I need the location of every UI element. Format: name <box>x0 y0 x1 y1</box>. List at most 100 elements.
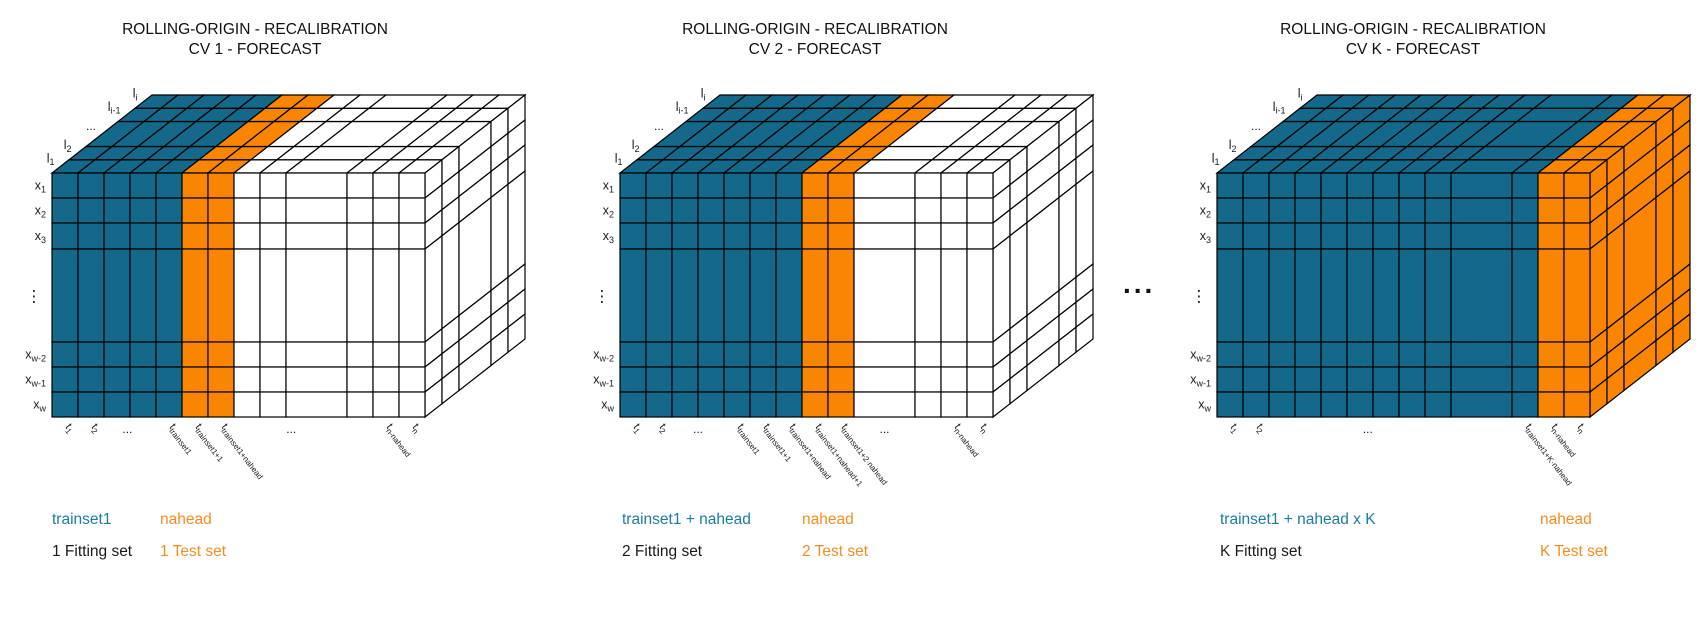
cube-front-face-cell <box>671 197 699 224</box>
cube-front-face-cell <box>1216 248 1244 343</box>
cube-front-face-cell <box>940 172 968 199</box>
cube-front-face-cell <box>1398 172 1426 199</box>
cube-front-face-cell <box>1242 366 1270 393</box>
cube-front-face-cell <box>103 222 131 250</box>
cube-front-face-cell <box>619 172 647 199</box>
time-label: t1 <box>61 421 77 436</box>
cube-front-face-cell <box>1346 172 1374 199</box>
cube-front-face-cell <box>853 366 916 393</box>
panel-title-line1: ROLLING-ORIGIN - RECALIBRATION <box>1280 21 1546 38</box>
cube-front-face-cell <box>853 222 916 250</box>
cube-front-face-cell <box>77 172 105 199</box>
cube-front-face-cell <box>645 366 673 393</box>
cube-front-face-cell <box>129 172 157 199</box>
depth-label-ellipsis: ... <box>1251 119 1261 133</box>
cube-front-face-cell <box>723 248 751 343</box>
cube-front-face-cell <box>1242 222 1270 250</box>
panel-title-line2: CV 2 - FORECAST <box>748 41 882 58</box>
cube-front-face-cell <box>775 341 803 368</box>
time-label-ellipsis: ... <box>879 422 889 436</box>
cube-front-face-cell <box>1216 391 1244 418</box>
cube-side-face-cell <box>441 221 460 330</box>
cube-front-face-cell <box>259 341 287 368</box>
cube-diagram-cv1: x1 x2 x3 ⋮ xw-2 xw-1 xw l1 l2... li-1 li t1 t2... ttr… <box>25 87 527 481</box>
cube-front-face-cell <box>285 391 348 418</box>
depth-label: li-1 <box>108 100 121 116</box>
depth-label: li-1 <box>1273 100 1286 116</box>
cube-front-face-cell <box>801 391 829 418</box>
cube-front-face-cell <box>1372 248 1400 343</box>
cube-front-face-cell <box>181 197 209 224</box>
cube-front-face-cell <box>1398 341 1426 368</box>
row-label: xw-2 <box>593 348 614 364</box>
cube-front-face-cell <box>1537 222 1565 250</box>
cube-front-face-cell <box>966 197 994 224</box>
cube-front-face-cell <box>1372 366 1400 393</box>
cube-front-face-cell <box>1450 172 1513 199</box>
cube-front-face-cell <box>775 248 803 343</box>
cube-front-face-cell <box>940 366 968 393</box>
cube-front-face-cell <box>966 341 994 368</box>
cube-front-face-cell <box>697 391 725 418</box>
depth-label: l1 <box>615 151 623 167</box>
cube-front-face-cell <box>697 341 725 368</box>
row-label: x1 <box>35 179 46 195</box>
cube-front-face-cell <box>619 366 647 393</box>
time-label: tn <box>976 421 991 435</box>
cube-front-face-cell <box>346 222 374 250</box>
cube-front-face-cell <box>1511 391 1539 418</box>
cube-front-face-cell <box>1216 222 1244 250</box>
cube-front-face-cell <box>749 248 777 343</box>
cube-front-face-cell <box>398 222 426 250</box>
cube-side-face-cell <box>1606 221 1625 330</box>
cube-front-face-cell <box>77 222 105 250</box>
cube-front-face-cell <box>914 222 942 250</box>
cube-front-face-cell <box>398 391 426 418</box>
legend-nahead-label: nahead <box>1540 511 1592 528</box>
cube-front-face-cell <box>1450 222 1513 250</box>
cube-front-face-cell <box>1511 172 1539 199</box>
cube-front-face-cell <box>1563 222 1591 250</box>
cube-front-face-cell <box>259 222 287 250</box>
cube-front-face-cell <box>645 391 673 418</box>
time-label-ellipsis: ... <box>122 422 132 436</box>
cube-front-face-cell <box>749 172 777 199</box>
panel-title-line2: CV 1 - FORECAST <box>188 41 322 58</box>
cube-front-face-cell <box>1294 391 1322 418</box>
cube-front-face-cell <box>103 197 131 224</box>
time-label: tn <box>408 421 423 435</box>
cube-front-face-cell <box>285 172 348 199</box>
time-label-ellipsis: ... <box>693 422 703 436</box>
cube-front-face-cell <box>372 248 400 343</box>
cube-front-face-cell <box>1268 172 1296 199</box>
cube-front-face-cell <box>1537 172 1565 199</box>
cube-side-face-cell <box>1058 183 1077 292</box>
cube-front-face-cell <box>398 366 426 393</box>
cube-front-face-cell <box>233 172 261 199</box>
row-label: x3 <box>1200 229 1211 245</box>
depth-label: l2 <box>1229 138 1237 154</box>
cube-front-face-cell <box>801 197 829 224</box>
depth-label: li <box>701 87 706 103</box>
cube-front-face-cell <box>1320 197 1348 224</box>
depth-label: li-1 <box>676 100 689 116</box>
cube-front-face-cell <box>129 391 157 418</box>
panel-title-line1: ROLLING-ORIGIN - RECALIBRATION <box>122 21 388 38</box>
cube-front-face-cell <box>940 222 968 250</box>
row-label: xw <box>33 398 46 414</box>
cube-front-face-cell <box>103 391 131 418</box>
cube-front-face-cell <box>51 222 79 250</box>
cube-front-face-cell <box>155 197 183 224</box>
cube-front-face-cell <box>1294 366 1322 393</box>
cube-front-face-cell <box>775 366 803 393</box>
cube-front-face-cell <box>285 341 348 368</box>
cube-front-face-cell <box>181 391 209 418</box>
cube-front-face-cell <box>285 366 348 393</box>
cube-front-face-cell <box>1216 366 1244 393</box>
cube-front-face-cell <box>1372 197 1400 224</box>
cube-front-face-cell <box>1398 197 1426 224</box>
time-label: t2 <box>655 421 671 436</box>
cube-side-face-cell <box>424 234 443 344</box>
cube-front-face-cell <box>914 248 942 343</box>
